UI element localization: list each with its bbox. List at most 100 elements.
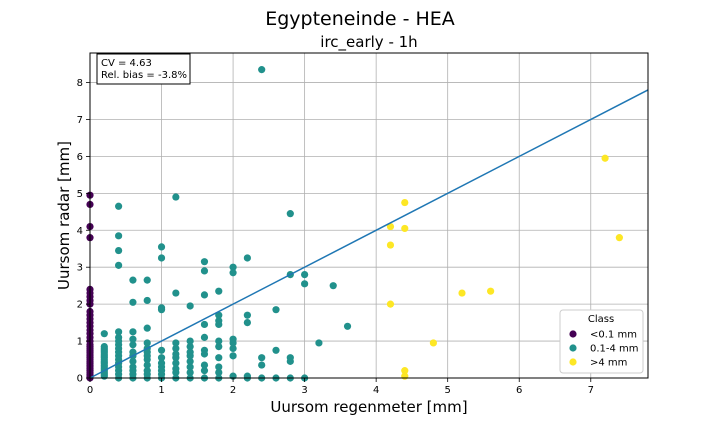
data-point — [200, 320, 209, 329]
grid — [89, 53, 648, 379]
data-point — [115, 333, 123, 341]
data-point — [215, 354, 223, 362]
data-point — [258, 361, 266, 369]
data-point — [258, 354, 266, 362]
data-point — [258, 66, 266, 74]
data-point — [129, 363, 137, 371]
data-point — [229, 344, 237, 353]
data-point — [186, 337, 194, 345]
data-point — [186, 302, 194, 310]
data-point — [200, 267, 209, 275]
data-point — [229, 352, 237, 360]
data-point — [243, 254, 251, 262]
data-point — [386, 300, 395, 308]
x-tick-label: 3 — [301, 385, 307, 396]
data-point — [215, 337, 223, 345]
data-point — [243, 372, 251, 380]
data-point — [172, 289, 180, 297]
data-point — [272, 306, 280, 314]
legend-entries: <0.1 mm 0.1-4 mm >4 mm — [569, 330, 639, 369]
axis-ticks: 0 1 2 3 4 5 6 7 0 1 2 3 4 5 6 7 8 — [77, 78, 594, 396]
legend-title: Class — [588, 314, 614, 325]
data-point — [286, 354, 294, 362]
data-point — [172, 350, 180, 358]
data-point — [200, 333, 209, 341]
data-point — [229, 335, 237, 343]
data-point — [301, 280, 309, 288]
y-tick-label: 2 — [77, 300, 83, 311]
data-point — [143, 324, 151, 332]
data-point — [186, 343, 194, 351]
legend-label: >4 mm — [590, 358, 627, 369]
legend-marker — [569, 344, 577, 352]
data-point — [172, 359, 180, 367]
legend-marker — [569, 358, 577, 366]
data-point — [186, 348, 194, 356]
data-point — [129, 328, 137, 336]
data-point — [401, 198, 409, 207]
x-tick-label: 1 — [158, 385, 164, 396]
data-point — [157, 243, 166, 251]
data-point — [401, 224, 409, 233]
data-point — [157, 304, 166, 312]
x-tick-label: 6 — [516, 385, 522, 396]
data-point — [487, 287, 495, 295]
data-point — [129, 357, 137, 365]
data-point — [215, 287, 223, 295]
chart-subtitle: irc_early - 1h — [320, 33, 417, 52]
data-point — [601, 154, 609, 162]
data-point — [115, 328, 123, 336]
y-tick-label: 6 — [77, 152, 83, 163]
data-point — [143, 296, 151, 305]
data-point — [215, 311, 223, 319]
data-point — [129, 298, 137, 306]
data-point — [401, 367, 409, 375]
data-point — [115, 202, 123, 210]
data-point — [157, 254, 166, 262]
data-point — [172, 339, 180, 347]
legend-label: 0.1-4 mm — [590, 344, 639, 355]
data-point — [186, 368, 194, 377]
data-point — [458, 289, 466, 297]
data-point — [157, 359, 166, 367]
data-point — [186, 357, 194, 365]
data-point — [272, 346, 280, 354]
data-point — [143, 339, 151, 347]
data-point — [129, 348, 137, 356]
data-point — [157, 346, 166, 354]
data-point — [429, 339, 437, 347]
y-tick-label: 4 — [77, 226, 83, 237]
fit-line-layer — [89, 89, 649, 379]
stats-bias: Rel. bias = -3.8% — [101, 70, 187, 81]
data-point — [615, 234, 623, 242]
data-point — [172, 365, 180, 373]
data-point — [200, 361, 209, 369]
one-to-one-line — [89, 89, 649, 379]
x-tick-label: 7 — [588, 385, 594, 396]
data-point — [129, 341, 137, 349]
data-point — [100, 330, 108, 338]
data-point — [157, 354, 166, 362]
data-point — [215, 317, 223, 325]
data-point — [343, 322, 352, 330]
stats-box: CV = 4.63 Rel. bias = -3.8% — [96, 53, 191, 85]
legend: Class <0.1 mm 0.1-4 mm >4 mm — [559, 309, 644, 374]
data-points — [86, 66, 623, 382]
data-point — [229, 269, 237, 277]
chart-title: Egypteneinde - HEA — [265, 8, 455, 30]
data-point — [143, 367, 151, 375]
data-point — [286, 210, 294, 218]
y-tick-label: 0 — [77, 374, 83, 385]
data-point — [143, 361, 151, 369]
data-point — [200, 258, 209, 266]
plot-frame — [89, 52, 649, 379]
data-point — [386, 241, 395, 249]
y-tick-label: 8 — [77, 78, 83, 89]
x-tick-label: 5 — [445, 385, 451, 396]
data-point — [243, 319, 251, 327]
data-point — [215, 343, 223, 351]
data-point — [243, 311, 251, 319]
y-tick-label: 7 — [77, 115, 83, 126]
data-point — [315, 339, 323, 347]
